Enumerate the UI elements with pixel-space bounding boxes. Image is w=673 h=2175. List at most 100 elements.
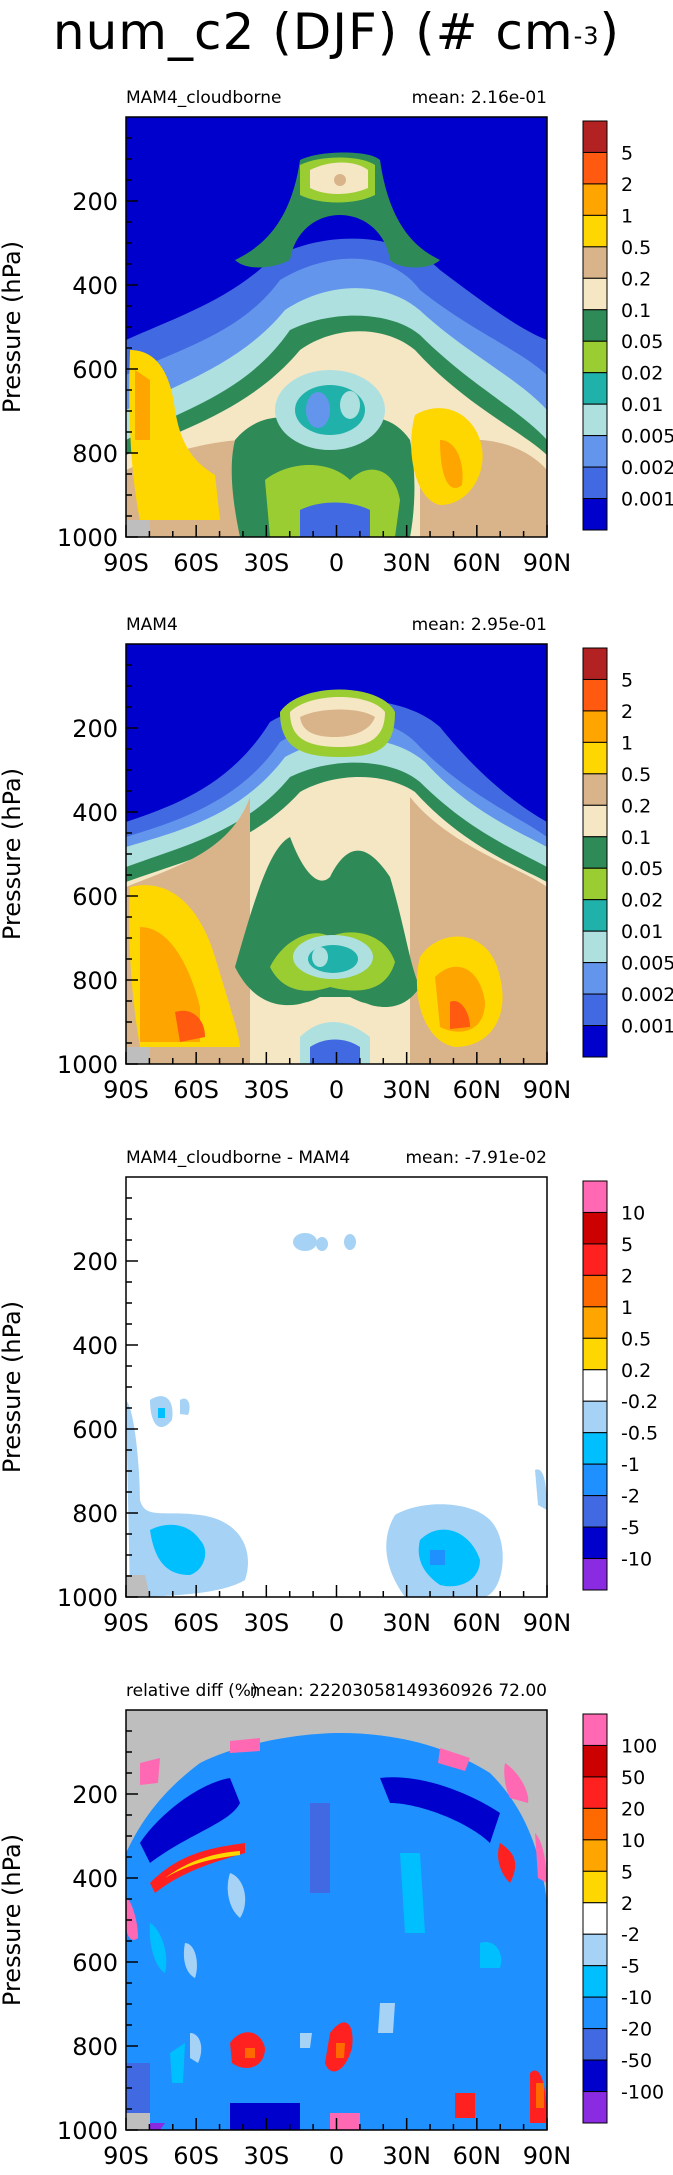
colorbar-level-label: -1 <box>621 1454 640 1476</box>
colorbar-level-label: 10 <box>621 1202 645 1224</box>
colorbar-swatch <box>582 962 608 995</box>
colorbar-level-label: 0.05 <box>621 331 663 353</box>
x-tick-label: 30N <box>382 1609 431 1637</box>
colorbar-level-label: 0.01 <box>621 921 663 943</box>
colorbar-swatch <box>582 1243 608 1276</box>
contour-field <box>126 1710 547 2130</box>
y-tick-label: 800 <box>72 1500 118 1528</box>
colorbar-level-label: 5 <box>621 142 633 164</box>
colorbar-swatch <box>582 899 608 932</box>
y-tick-label: 800 <box>72 2033 118 2061</box>
colorbar-level-label: 0.2 <box>621 268 651 290</box>
x-tick-label: 0 <box>329 1609 344 1637</box>
colorbar-swatch <box>582 836 608 869</box>
colorbar-swatch <box>582 1902 608 1935</box>
x-tick-label: 60N <box>453 1076 502 1104</box>
colorbar-level-label: -2 <box>621 1486 640 1508</box>
colorbar-swatch <box>582 1211 608 1245</box>
x-tick-label: 0 <box>329 2142 344 2170</box>
x-tick-label: 60S <box>173 1609 219 1637</box>
x-tick-label: 60S <box>173 2142 219 2170</box>
colorbar-swatch <box>582 1996 608 2030</box>
x-tick-label: 30S <box>243 1609 289 1637</box>
colorbar-level-label: 0.02 <box>621 890 663 912</box>
colorbar-level-label: -0.5 <box>621 1423 658 1445</box>
colorbar-swatch <box>582 678 608 712</box>
colorbar-swatch <box>582 804 608 838</box>
x-tick-label: 30S <box>243 1076 289 1104</box>
x-tick-label: 60S <box>173 1076 219 1104</box>
colorbar-swatch <box>582 647 608 680</box>
colorbar-level-label: 50 <box>621 1767 645 1789</box>
y-tick-label: 1000 <box>57 1051 118 1079</box>
colorbar-level-label: 2 <box>621 701 633 723</box>
colorbar-swatch <box>582 1965 608 1998</box>
panel-left-label: MAM4_cloudborne - MAM4 <box>126 1148 350 1168</box>
x-tick-label: 90N <box>523 1076 572 1104</box>
colorbar: 100 50 20 10 5 2 -2 -5 -10 -20 -50 -100 <box>582 1713 664 2124</box>
colorbar-swatch <box>582 741 608 775</box>
colorbar-level-label: 2 <box>621 174 633 196</box>
x-tick-label: 60N <box>453 1609 502 1637</box>
colorbar-level-label: 1 <box>621 732 633 754</box>
colorbar-level-label: 100 <box>621 1735 657 1757</box>
colorbar-swatch <box>582 1306 608 1339</box>
colorbar-swatch <box>582 1713 608 1746</box>
colorbar-swatch <box>582 2059 608 2093</box>
panel-left-label: MAM4 <box>126 615 178 635</box>
colorbar-swatch <box>582 1776 608 1809</box>
figure-title-exponent: -3 <box>573 22 600 50</box>
colorbar-level-label: 20 <box>621 1798 645 1820</box>
x-tick-label: 30N <box>382 2142 431 2170</box>
colorbar-swatch <box>582 1025 608 1058</box>
panel-cloudborne: MAM4_cloudborne mean: 2.16e-01 200 400 600… <box>0 88 673 577</box>
colorbar-level-label: 5 <box>621 669 633 691</box>
colorbar-swatch <box>582 1274 608 1308</box>
colorbar-level-label: 1 <box>621 205 633 227</box>
y-tick-label: 400 <box>72 799 118 827</box>
colorbar-swatch <box>582 340 608 374</box>
x-tick-label: 0 <box>329 1076 344 1104</box>
x-tick-label: 90N <box>523 1609 572 1637</box>
panel-relative-diff: relative diff (%) mean: 2220305814936092… <box>0 1681 664 2170</box>
colorbar-swatch <box>582 2028 608 2061</box>
colorbar-level-label: 0.5 <box>621 237 651 259</box>
contour-field <box>126 644 547 1064</box>
colorbar-swatch <box>582 773 608 806</box>
y-tick-label: 800 <box>72 967 118 995</box>
colorbar-level-label: 5 <box>621 1861 633 1883</box>
y-axis-label: Pressure (hPa) <box>0 768 26 940</box>
colorbar-swatch <box>582 1839 608 1872</box>
colorbar-swatch <box>582 1744 608 1778</box>
panel-right-label: mean: 22203058149360926 72.00 <box>250 1681 547 1701</box>
colorbar-level-label: 0.005 <box>621 953 673 975</box>
colorbar-level-label: 2 <box>621 1893 633 1915</box>
colorbar-swatch <box>582 246 608 279</box>
y-tick-label: 600 <box>72 356 118 384</box>
y-tick-label: 200 <box>72 715 118 743</box>
contour-field <box>126 117 547 538</box>
colorbar-level-label: -100 <box>621 2082 664 2104</box>
colorbar-level-label: -5 <box>621 1517 640 1539</box>
x-tick-label: 30N <box>382 1076 431 1104</box>
colorbar-level-label: 0.001 <box>621 1016 673 1038</box>
panel-right-label: mean: -7.91e-02 <box>405 1148 547 1168</box>
panel-left-label: relative diff (%) <box>126 1681 258 1701</box>
x-tick-label: 90S <box>103 1076 149 1104</box>
x-tick-label: 60N <box>453 549 502 577</box>
colorbar-level-label: -10 <box>621 1987 652 2009</box>
y-tick-label: 400 <box>72 1332 118 1360</box>
colorbar-level-label: -0.2 <box>621 1391 658 1413</box>
x-tick-label: 30S <box>243 2142 289 2170</box>
colorbar-swatch <box>582 1526 608 1560</box>
colorbar-swatch <box>582 277 608 311</box>
panel-mam4: MAM4 mean: 2.95e-01 200 400 600 800 1000 90S… <box>0 615 673 1104</box>
y-tick-label: 200 <box>72 1248 118 1276</box>
x-tick-label: 90N <box>523 2142 572 2170</box>
colorbar: 10 5 2 1 0.5 0.2 -0.2 -0.5 -1 -2 -5 -10 <box>582 1180 658 1591</box>
colorbar-swatch <box>582 120 608 153</box>
y-tick-label: 1000 <box>57 524 118 552</box>
colorbar-level-label: 0.1 <box>621 827 651 849</box>
colorbar-level-label: -5 <box>621 1956 640 1978</box>
colorbar-swatch <box>582 1495 608 1528</box>
